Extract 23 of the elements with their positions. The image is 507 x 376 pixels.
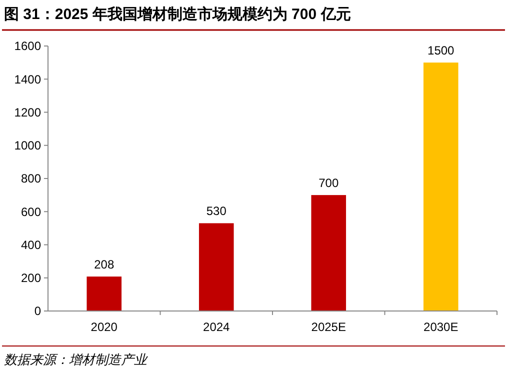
x-tick-label: 2025E [311, 320, 346, 334]
x-tick-label: 2024 [203, 320, 230, 334]
y-tick-label: 1400 [14, 72, 42, 86]
y-tick-label: 400 [20, 238, 42, 252]
y-tick-label: 1000 [14, 138, 42, 153]
data-label: 700 [318, 176, 339, 190]
y-tick-label: 600 [20, 204, 42, 219]
chart-title: 图 31：2025 年我国增材制造市场规模约为 700 亿元 [4, 5, 351, 23]
x-tick-label: 2030E [424, 320, 458, 334]
y-tick-label: 200 [20, 271, 42, 286]
y-tick-label: 800 [20, 172, 42, 186]
x-tick-label: 2020 [90, 320, 118, 334]
bar [311, 195, 346, 311]
bar [86, 276, 122, 311]
data-label: 1500 [428, 44, 455, 58]
y-tick-label: 0 [34, 304, 42, 318]
y-tick-label: 1200 [14, 105, 42, 120]
y-tick-label: 1600 [14, 39, 42, 54]
data-label: 208 [94, 258, 114, 272]
source-note: 数据来源：增材制造产业 [4, 352, 148, 367]
data-label: 530 [206, 204, 227, 218]
bar [423, 62, 458, 311]
bar [198, 223, 234, 311]
